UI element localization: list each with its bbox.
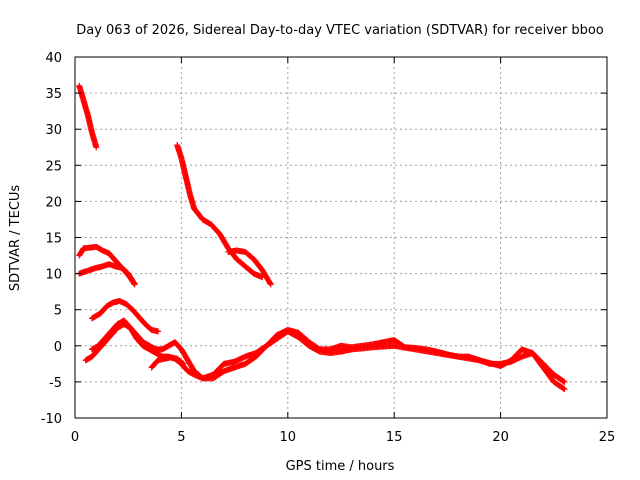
series-arc-7 [174, 142, 266, 281]
series-arc-1 [76, 82, 100, 151]
data-point [93, 144, 100, 151]
x-tick-label: 5 [177, 430, 185, 445]
data-point [267, 281, 274, 288]
axis-ticks: 0 5 10 15 20 25 -10 -5 0 5 10 15 20 25 30 35 40 [41, 51, 616, 445]
x-tick-label: 20 [492, 430, 509, 445]
data-points [76, 82, 568, 393]
data-point [180, 360, 187, 367]
x-axis-label: GPS time / hours [286, 459, 395, 474]
y-tick-label: 15 [45, 232, 62, 247]
x-tick-label: 10 [280, 430, 297, 445]
x-tick-label: 15 [386, 430, 403, 445]
y-tick-label: 10 [45, 268, 62, 283]
y-tick-label: 5 [54, 304, 62, 319]
y-tick-label: 40 [45, 51, 62, 66]
data-point [560, 385, 567, 392]
y-tick-label: -10 [41, 412, 62, 427]
y-tick-label: 35 [45, 87, 62, 102]
chart-title: Day 063 of 2026, Sidereal Day-to-day VTE… [76, 23, 604, 38]
series-arc-6 [89, 317, 568, 393]
data-point [131, 281, 138, 288]
series-arc-8 [225, 247, 274, 288]
y-tick-label: 0 [54, 340, 62, 355]
y-tick-label: 30 [45, 123, 62, 138]
data-point [267, 280, 274, 287]
data-point [561, 378, 568, 385]
data-point [179, 360, 186, 367]
y-axis-label: SDTVAR / TECUs [8, 185, 23, 292]
y-tick-label: 25 [45, 159, 62, 174]
data-point [561, 386, 568, 393]
series-arc-3 [76, 261, 138, 288]
y-tick-label: 20 [45, 195, 62, 210]
series-arc-4 [89, 298, 161, 335]
data-point [560, 378, 567, 385]
x-tick-label: 25 [599, 430, 616, 445]
series-arc-9 [148, 354, 187, 371]
data-point [154, 328, 161, 335]
y-tick-label: -5 [49, 376, 62, 391]
x-tick-label: 0 [71, 430, 79, 445]
